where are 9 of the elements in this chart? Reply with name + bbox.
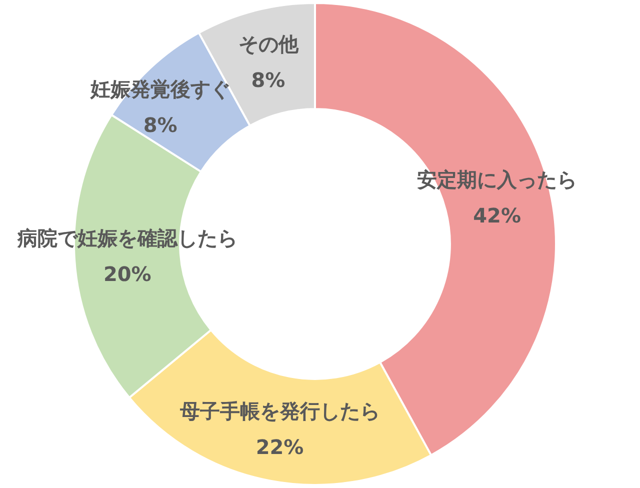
data-label: 8% [143,113,178,138]
data-label: 8% [251,68,286,92]
data-label: 42% [473,203,522,228]
slice-label: 妊娠発覚後すぐ [89,77,230,102]
slice-label: その他 [238,32,300,56]
slice-label: 母子手帳を発行したら [178,398,380,423]
slice-label: 病院で妊娠を確認したら [16,226,238,250]
data-label: 20% [103,262,152,286]
data-label: 22% [256,434,304,459]
